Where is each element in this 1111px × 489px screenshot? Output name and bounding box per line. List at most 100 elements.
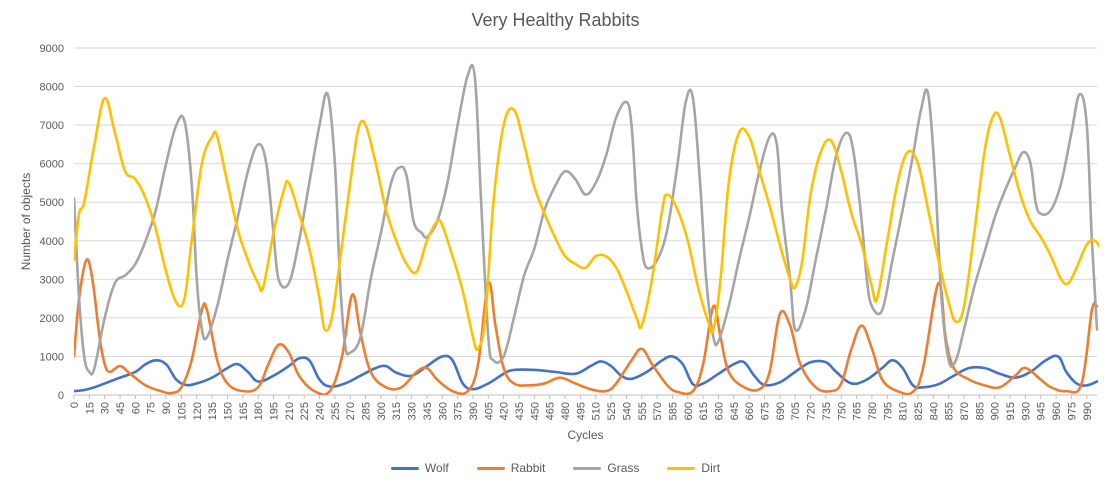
x-tick-label: 120 xyxy=(192,402,204,420)
x-tick-label: 690 xyxy=(775,402,787,420)
x-tick-label: 765 xyxy=(852,402,864,420)
x-tick-label: 195 xyxy=(268,402,280,420)
x-tick-label: 45 xyxy=(115,402,127,414)
x-tick-label: 450 xyxy=(529,402,541,420)
x-tick-label: 360 xyxy=(437,402,449,420)
x-tick-label: 600 xyxy=(683,402,695,420)
x-tick-label: 225 xyxy=(299,402,311,420)
x-tick-label: 750 xyxy=(836,402,848,420)
x-tick-label: 540 xyxy=(621,402,633,420)
x-tick-label: 930 xyxy=(1020,402,1032,420)
y-tick-label: 1000 xyxy=(40,351,64,363)
x-tick-label: 810 xyxy=(898,402,910,420)
x-tick-label: 480 xyxy=(560,402,572,420)
x-tick-label: 915 xyxy=(1005,402,1017,420)
y-tick-label: 4000 xyxy=(40,236,64,248)
x-tick-label: 420 xyxy=(499,402,511,420)
x-tick-label: 825 xyxy=(913,402,925,420)
legend-swatch xyxy=(667,466,696,470)
y-tick-label: 7000 xyxy=(40,120,64,132)
x-tick-label: 105 xyxy=(176,402,188,420)
y-tick-label: 0 xyxy=(58,390,64,402)
x-tick-label: 135 xyxy=(207,402,219,420)
legend-item-rabbit: Rabbit xyxy=(476,461,546,475)
x-tick-label: 660 xyxy=(744,402,756,420)
legend-swatch xyxy=(476,466,505,470)
y-axis-label: Number of objects xyxy=(19,173,33,270)
x-axis-ticks: 0 15 30 45 60 75 90 105 120 135 150 165 180 195 210 225… xyxy=(69,395,1094,420)
x-tick-label: 495 xyxy=(575,402,587,420)
x-tick-label: 60 xyxy=(130,402,142,414)
x-tick-label: 210 xyxy=(284,402,296,420)
x-tick-label: 585 xyxy=(667,402,679,420)
x-tick-label: 150 xyxy=(222,402,234,420)
x-tick-label: 840 xyxy=(928,402,940,420)
x-tick-label: 285 xyxy=(361,402,373,420)
series-line-wolf xyxy=(74,354,1099,393)
legend-label: Wolf xyxy=(424,461,449,475)
x-tick-label: 645 xyxy=(729,402,741,420)
x-tick-label: 615 xyxy=(698,402,710,420)
x-tick-label: 270 xyxy=(345,402,357,420)
legend-item-wolf: Wolf xyxy=(390,461,449,475)
x-tick-label: 975 xyxy=(1066,402,1078,420)
x-tick-label: 735 xyxy=(821,402,833,420)
y-tick-label: 2000 xyxy=(40,313,64,325)
legend-label: Dirt xyxy=(701,461,721,475)
series-lines xyxy=(74,63,1099,395)
gridlines xyxy=(74,47,1097,396)
x-tick-label: 30 xyxy=(100,402,112,414)
x-tick-label: 855 xyxy=(944,402,956,420)
series-line-grass xyxy=(74,63,1099,376)
x-tick-label: 720 xyxy=(806,402,818,420)
x-tick-label: 255 xyxy=(330,402,342,420)
x-tick-label: 780 xyxy=(867,402,879,420)
legend-item-grass: Grass xyxy=(573,461,639,475)
series-line-rabbit xyxy=(74,258,1099,395)
x-tick-label: 435 xyxy=(514,402,526,420)
series-line-dirt xyxy=(74,96,1099,352)
y-tick-label: 9000 xyxy=(40,43,64,55)
x-tick-label: 960 xyxy=(1051,402,1063,420)
x-tick-label: 315 xyxy=(391,402,403,420)
x-tick-label: 90 xyxy=(161,402,173,414)
x-tick-label: 15 xyxy=(84,402,96,414)
x-tick-label: 705 xyxy=(790,402,802,420)
legend-swatch xyxy=(573,466,602,470)
x-tick-label: 300 xyxy=(376,402,388,420)
x-tick-label: 345 xyxy=(422,402,434,420)
x-tick-label: 630 xyxy=(713,402,725,420)
x-tick-label: 570 xyxy=(652,402,664,420)
x-tick-label: 885 xyxy=(974,402,986,420)
y-tick-label: 6000 xyxy=(40,159,64,171)
x-tick-label: 0 xyxy=(69,402,81,408)
x-tick-label: 675 xyxy=(760,402,772,420)
x-tick-label: 525 xyxy=(606,402,618,420)
x-tick-label: 555 xyxy=(637,402,649,420)
x-tick-label: 165 xyxy=(238,402,250,420)
x-tick-label: 390 xyxy=(468,402,480,420)
y-axis-ticks: 0 1000 2000 3000 4000 5000 6000 7000 8000 9000 xyxy=(40,43,64,402)
x-tick-label: 180 xyxy=(253,402,265,420)
x-tick-label: 945 xyxy=(1036,402,1048,420)
x-tick-label: 330 xyxy=(407,402,419,420)
x-tick-label: 465 xyxy=(545,402,557,420)
y-tick-label: 3000 xyxy=(40,274,64,286)
x-tick-label: 75 xyxy=(146,402,158,414)
legend-item-dirt: Dirt xyxy=(667,461,720,475)
legend: Wolf Rabbit Grass Dirt xyxy=(0,461,1111,475)
legend-swatch xyxy=(390,466,419,470)
x-tick-label: 990 xyxy=(1082,402,1094,420)
chart-title: Very Healthy Rabbits xyxy=(471,10,640,30)
legend-label: Rabbit xyxy=(510,461,546,475)
x-tick-label: 240 xyxy=(315,402,327,420)
x-axis-label: Cycles xyxy=(567,428,603,442)
legend-label: Grass xyxy=(607,461,640,475)
x-tick-label: 795 xyxy=(882,402,894,420)
x-tick-label: 375 xyxy=(453,402,465,420)
x-tick-label: 870 xyxy=(959,402,971,420)
y-tick-label: 5000 xyxy=(40,197,64,209)
x-tick-label: 510 xyxy=(591,402,603,420)
x-tick-label: 900 xyxy=(990,402,1002,420)
x-tick-label: 405 xyxy=(483,402,495,420)
